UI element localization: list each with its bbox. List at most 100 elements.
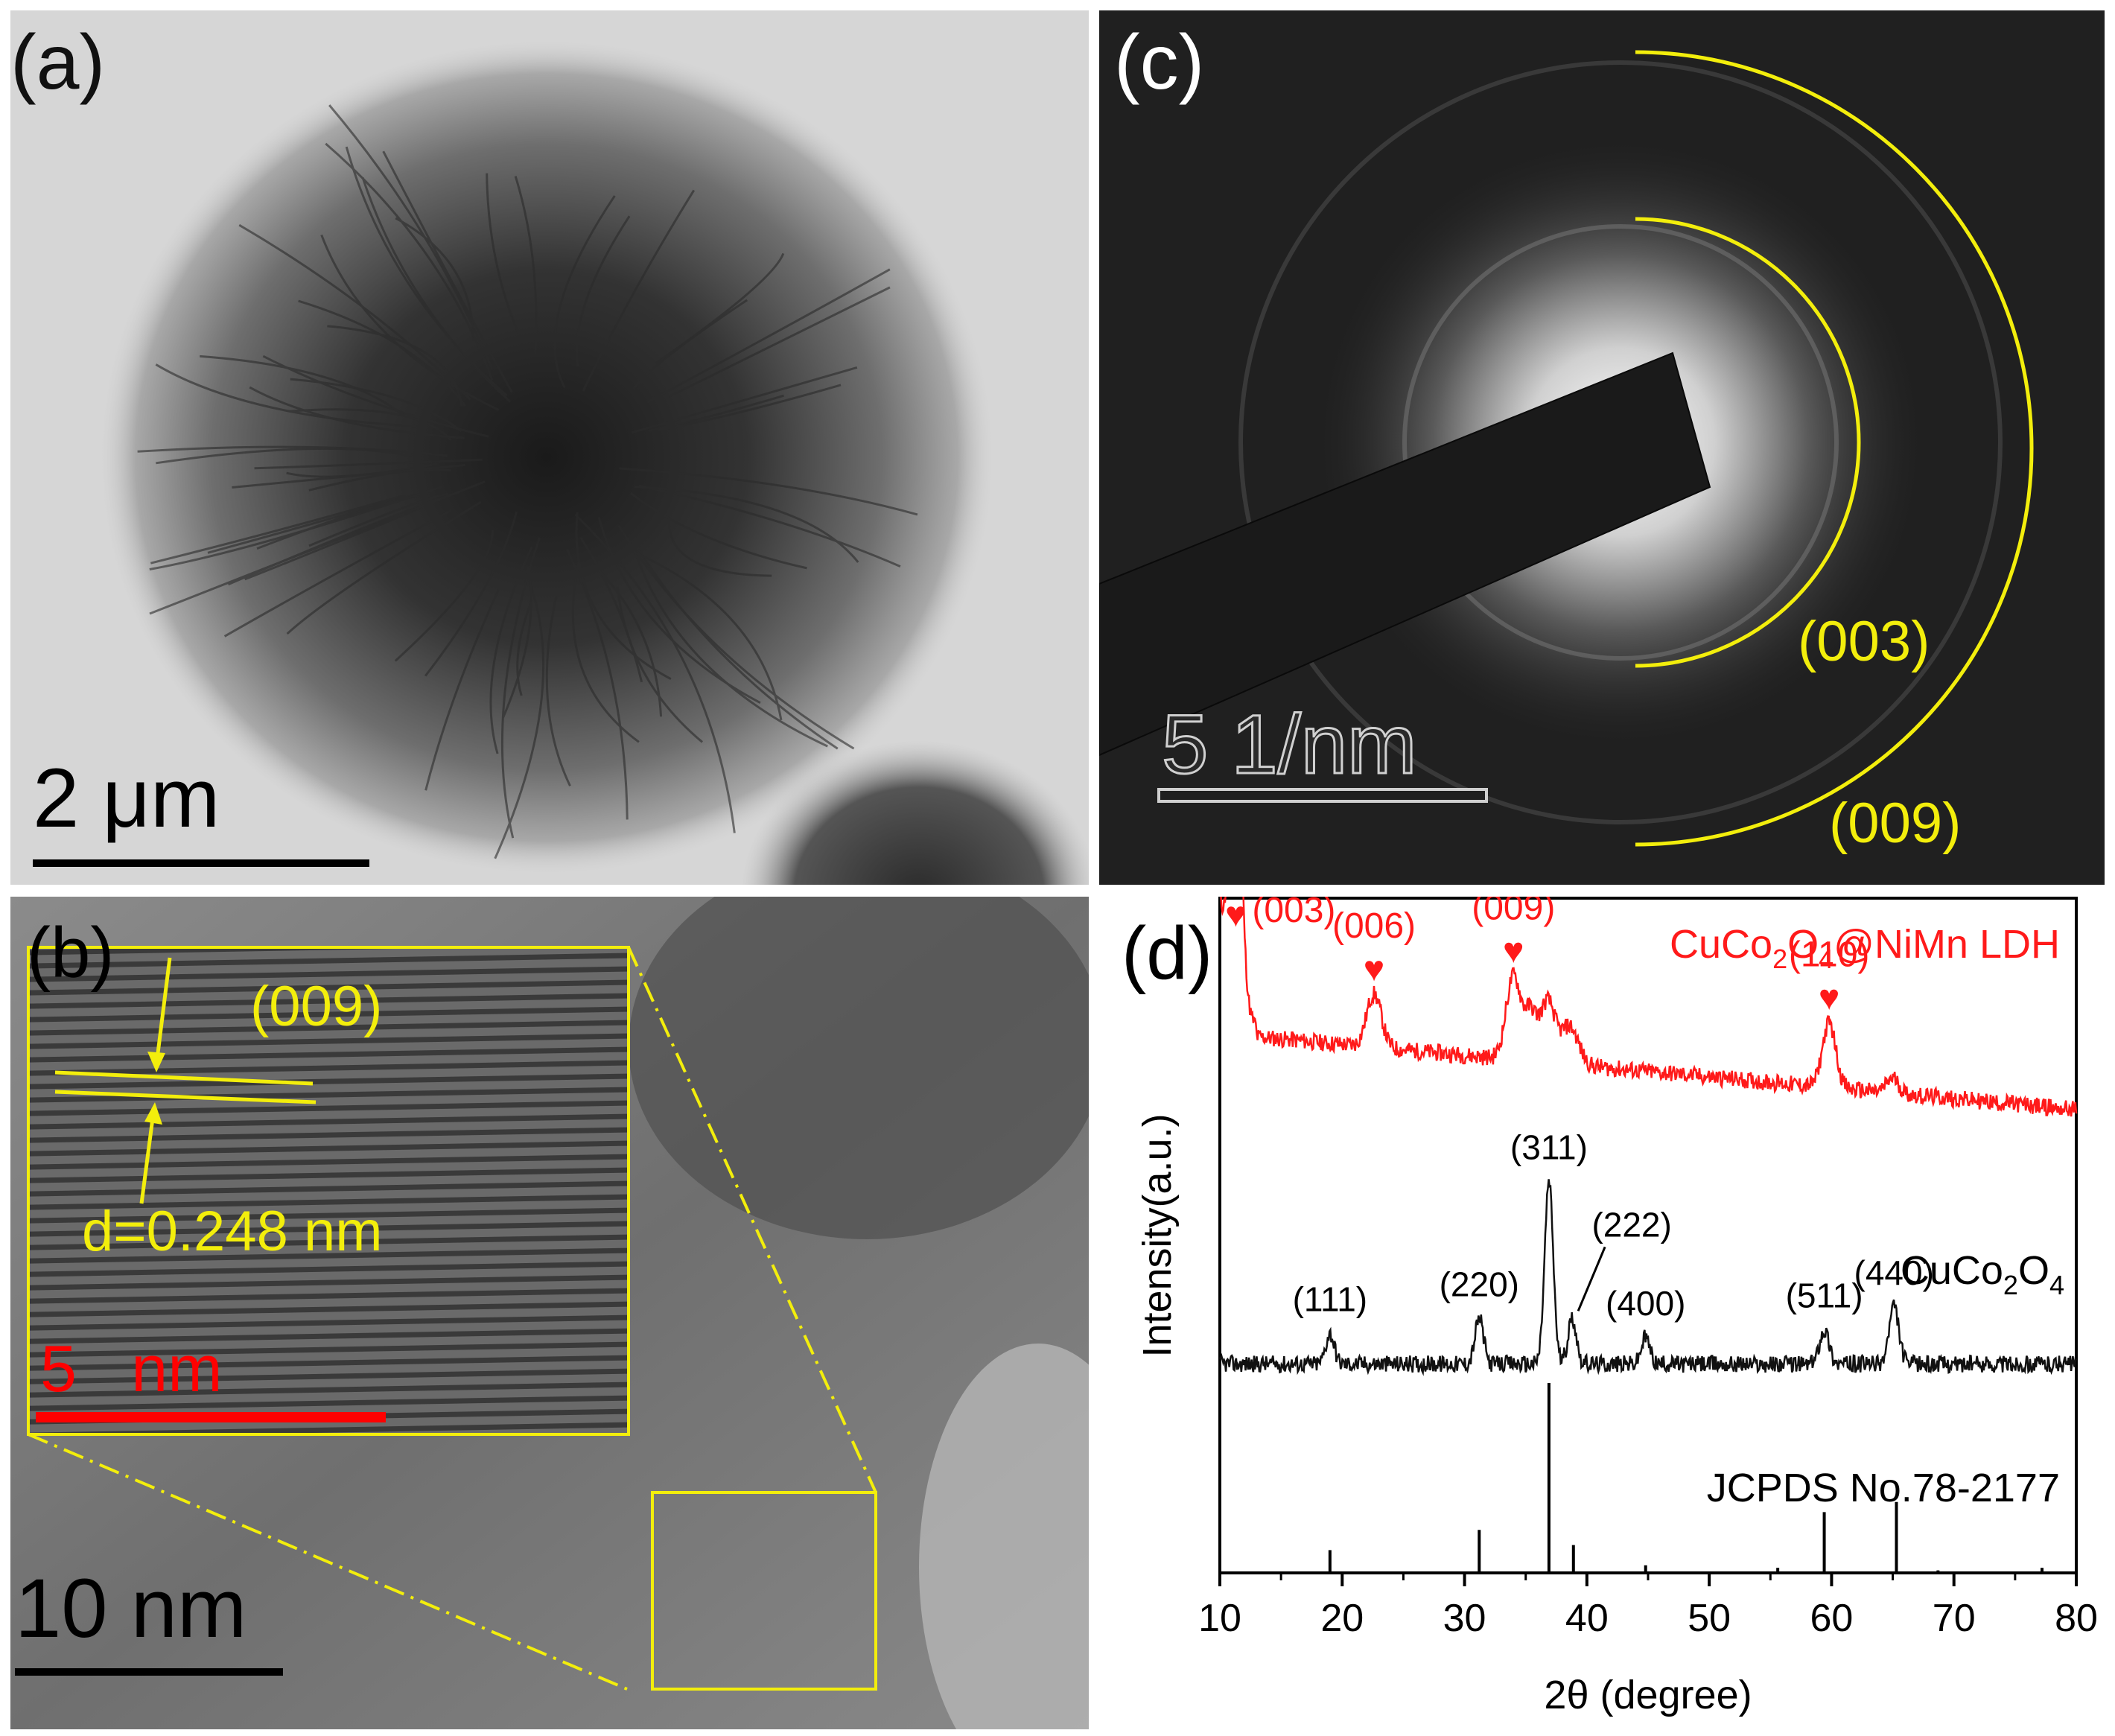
nanosheet-petal xyxy=(594,565,663,717)
x-tick-label: 40 xyxy=(1565,1597,1609,1640)
nanosheet-petal xyxy=(514,176,538,354)
series-cuco-line xyxy=(1219,1179,2078,1376)
nanosheet-petal xyxy=(648,394,784,432)
panel-d: 10 20 30 40 50 60 70 80 ♥ (003) ♥ (006) ♥ (009) ♥ (110… xyxy=(1099,897,2115,1736)
hrtem-image-b xyxy=(10,897,1089,1729)
nanosheet-petal xyxy=(308,492,449,547)
nanosheet-petal xyxy=(500,537,541,839)
arrow-top xyxy=(154,957,172,1066)
x-tick-label: 50 xyxy=(1688,1597,1731,1640)
hrtem-inset xyxy=(28,947,629,1434)
legend-ldh: CuCo2O4@NiMn LDH xyxy=(1670,922,2060,974)
panel-d-label: (d) xyxy=(1122,912,1212,995)
selection-box xyxy=(651,1491,877,1691)
nanosheet-petal xyxy=(655,252,785,364)
panel-c-label: (c) xyxy=(1114,19,1205,106)
peak-label: (003) xyxy=(1252,897,1335,930)
x-tick-label: 10 xyxy=(1198,1597,1241,1640)
nanosheet-petal xyxy=(634,486,859,563)
panel-c: (c) (003) (009) 5 1/nm xyxy=(1099,10,2105,885)
nanosheet-petal xyxy=(244,506,423,581)
ring-label-003: (003) xyxy=(1798,610,1930,673)
nanosheet-petal xyxy=(575,512,672,680)
nanosheet-petal xyxy=(149,486,442,570)
peak-pointer-arrow xyxy=(1577,1246,1606,1311)
nanosheet-petal xyxy=(566,549,629,820)
nanosheet-petal xyxy=(150,494,407,565)
scale-bar-c xyxy=(1157,788,1488,803)
connector-line-bottom xyxy=(28,1433,628,1691)
ring-label-009: (009) xyxy=(1829,792,1962,855)
peak-marker-heart: ♥ xyxy=(1225,897,1247,935)
nanosheet-petal xyxy=(232,464,465,489)
nanosheet-petal xyxy=(657,384,842,431)
peak-label: (222) xyxy=(1591,1205,1671,1244)
plane-label-b: (009) xyxy=(250,975,383,1038)
nanosheet-petal xyxy=(494,584,545,859)
nanosheet-petal xyxy=(502,567,532,719)
nanosheet-petal xyxy=(249,386,465,439)
legend-cuco-main: CuCo xyxy=(1901,1248,2003,1293)
nanosheet-petal xyxy=(637,549,839,750)
scale-bar-a xyxy=(33,859,369,867)
x-tick-label: 60 xyxy=(1810,1597,1854,1640)
nanosheet-petal xyxy=(668,286,891,398)
nanosheet-petal xyxy=(571,559,640,743)
nanosheet-petal xyxy=(327,325,463,407)
nanosheet-petal xyxy=(320,234,500,411)
panel-a-label: (a) xyxy=(10,19,106,106)
nanosheet-petal xyxy=(361,177,512,403)
x-tick-label: 20 xyxy=(1320,1597,1364,1640)
nanosheet-petal xyxy=(156,447,425,465)
peak-label: (006) xyxy=(1332,906,1416,946)
peak-label: (111) xyxy=(1293,1280,1368,1319)
panel-a: (a) 2 μm xyxy=(10,10,1089,885)
scale-bar-label-c: 5 1/nm xyxy=(1160,698,1417,791)
legend-cuco: CuCo2O4 xyxy=(1901,1248,2064,1300)
peak-label: (009) xyxy=(1472,897,1555,928)
xrd-chart: 10 20 30 40 50 60 70 80 ♥ (003)♥(006)♥(009)♥(110… xyxy=(1122,897,2098,1717)
fringe-line-1 xyxy=(54,1070,314,1086)
fringe-line-2 xyxy=(54,1090,317,1104)
ring-arc-009 xyxy=(1635,50,2034,847)
nanosheet-petal xyxy=(200,354,406,417)
nanosheet-petal xyxy=(489,547,533,754)
nanosheet-petal xyxy=(149,480,486,615)
inset-scale-bar xyxy=(36,1412,386,1422)
scale-bar-label-b: 10 nm xyxy=(15,1562,247,1655)
nanosheet-petal xyxy=(345,146,508,397)
peak-label: (220) xyxy=(1440,1265,1519,1303)
series-ldh-line xyxy=(1220,897,2078,1117)
panel-b-label: (b) xyxy=(27,913,115,993)
nanosheet-petal xyxy=(137,445,448,457)
x-axis-label: 2θ (degree) xyxy=(1544,1673,1752,1717)
peak-marker-heart: ♥ xyxy=(1364,950,1385,989)
peak-marker-heart: ♥ xyxy=(1503,932,1524,971)
peak-label: (400) xyxy=(1606,1284,1685,1323)
nanosheet-petal xyxy=(629,549,783,721)
nanosheet-petal xyxy=(395,217,475,342)
nanosheet-petal xyxy=(424,511,518,677)
nanosheet-petal xyxy=(632,299,748,390)
nanosheet-petal xyxy=(155,363,417,427)
inset-scale-label: 5 nm xyxy=(40,1332,223,1405)
nanosheet-petal xyxy=(582,189,696,392)
x-tick-label: 70 xyxy=(1933,1597,1976,1640)
ring-arc-003 xyxy=(1635,217,1861,668)
nanosheet-petal xyxy=(667,521,772,577)
nanosheet-petal xyxy=(382,150,513,393)
nanosheet-petal xyxy=(617,524,855,750)
x-tick-label: 30 xyxy=(1443,1597,1486,1640)
legend-cuco-sub2: 4 xyxy=(2049,1270,2064,1300)
peak-label: (311) xyxy=(1510,1128,1588,1167)
peak-label: (511) xyxy=(1786,1276,1863,1315)
nanosheet-petal xyxy=(328,104,493,369)
legend-cuco-sub1: 2 xyxy=(2003,1270,2018,1300)
nanosheet-petal xyxy=(579,536,643,683)
nanosheet-petal xyxy=(325,142,494,381)
y-axis-label: Intensity(a.u.) xyxy=(1135,1113,1180,1357)
reference-label: JCPDS No.78-2177 xyxy=(1707,1466,2060,1510)
legend-ldh-tail: @NiMn LDH xyxy=(1833,922,2060,967)
nanosheet-petal xyxy=(289,408,452,442)
peak-label: (110) xyxy=(1789,935,1870,975)
